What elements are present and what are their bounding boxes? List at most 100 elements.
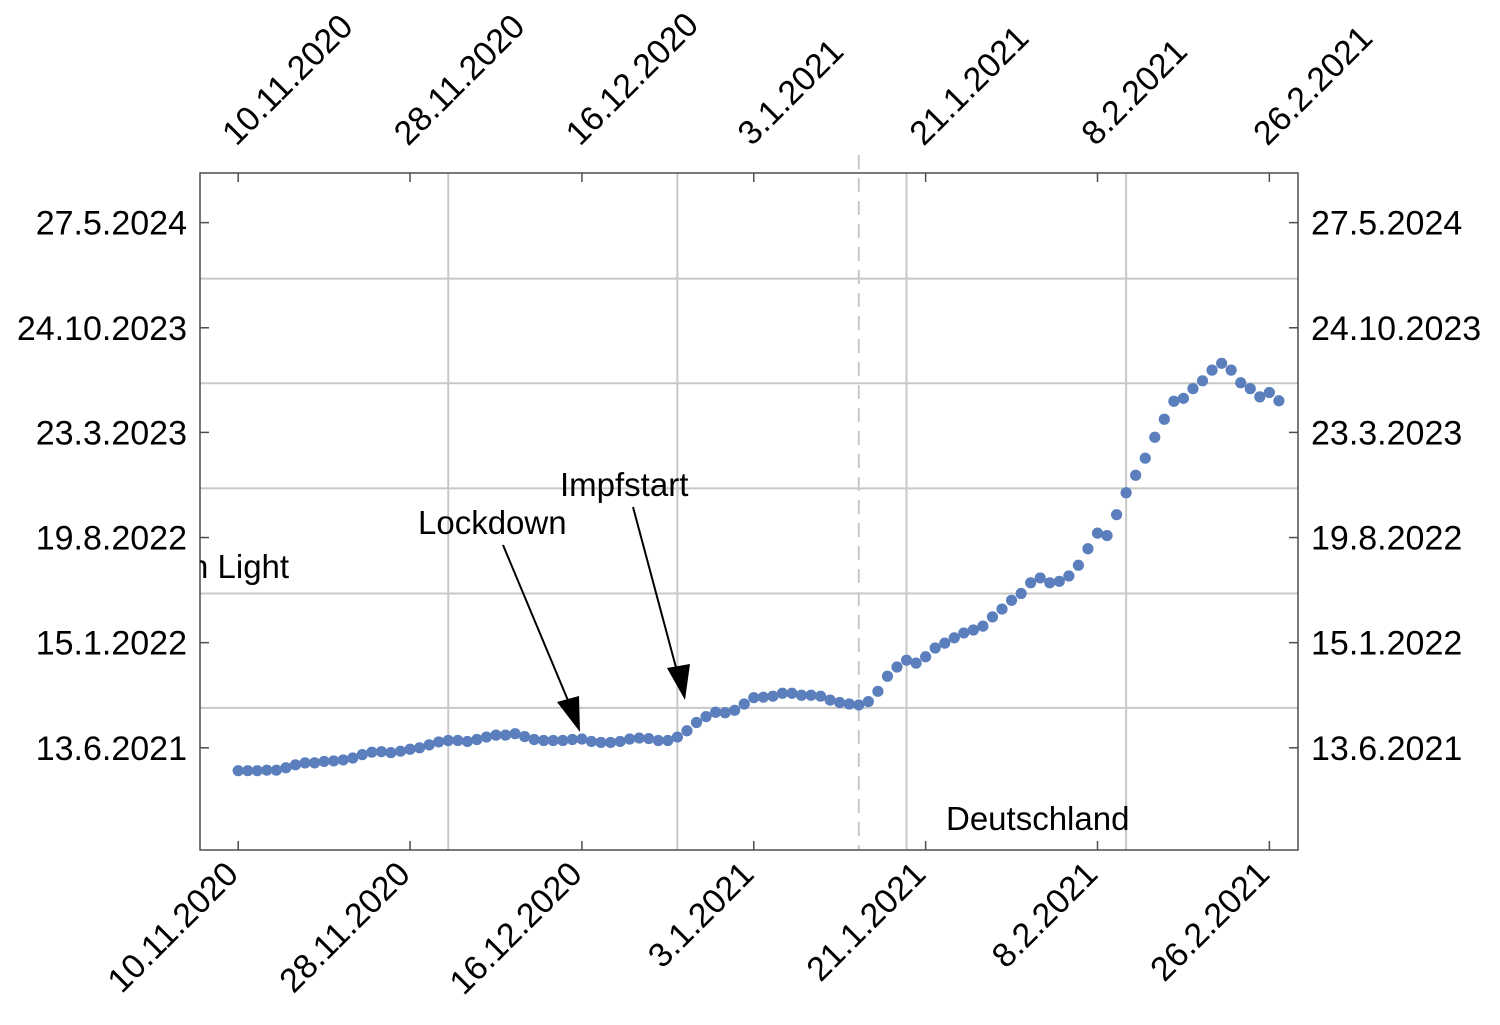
data-point: [538, 734, 550, 747]
x-tick-label-bottom: 10.11.2020: [100, 855, 245, 1000]
data-point: [767, 690, 779, 702]
data-point: [308, 757, 321, 769]
data-point: [929, 642, 941, 654]
y-tick-label-left: 15.1.2022: [36, 625, 187, 663]
y-tick-label-left: 24.10.2023: [17, 310, 187, 348]
data-point: [1235, 377, 1247, 389]
x-tick-label-bottom: 26.2.2021: [1143, 855, 1277, 989]
data-point: [1015, 587, 1027, 600]
data-point: [1225, 364, 1237, 376]
plot-frame: [199, 172, 1299, 851]
data-point: [1273, 395, 1285, 407]
data-point: [1130, 469, 1142, 481]
data-point: [270, 764, 282, 776]
data-point: [1187, 383, 1199, 395]
data-point: [499, 729, 512, 741]
y-tick-label-left: 27.5.2024: [36, 205, 187, 243]
data-point: [843, 698, 855, 710]
data-point: [280, 762, 292, 774]
data-point: [433, 736, 445, 748]
data-point: [757, 691, 769, 703]
x-tick-label-bottom: 28.11.2020: [272, 855, 417, 1000]
data-point: [881, 670, 894, 682]
data-point: [490, 729, 502, 741]
data-point: [452, 734, 464, 747]
data-point: [289, 759, 302, 771]
data-point: [643, 732, 655, 745]
data-point: [900, 654, 913, 666]
lockdown-arrow-shaft: [502, 544, 573, 711]
data-point: [719, 707, 731, 719]
data-point: [519, 730, 531, 743]
data-point: [471, 733, 483, 746]
data-point: [967, 624, 979, 636]
data-point: [996, 603, 1008, 615]
x-tick-label-top: 16.12.2020: [559, 5, 706, 152]
data-point: [394, 745, 407, 757]
x-tick-label-top: 26.2.2021: [1246, 19, 1380, 153]
data-point: [939, 637, 951, 649]
y-tick-label-left: 23.3.2023: [36, 414, 187, 452]
annotation-light: n Light: [190, 548, 289, 585]
gridlines: [200, 173, 1298, 850]
data-point: [337, 754, 349, 766]
data-point: [958, 627, 970, 639]
data-point: [328, 755, 340, 767]
data-point: [480, 731, 493, 743]
data-point: [1082, 543, 1094, 555]
data-point: [414, 742, 426, 754]
data-point: [1091, 527, 1104, 539]
data-point: [652, 734, 664, 747]
x-tick-label-bottom: 21.1.2021: [799, 855, 933, 989]
data-point: [891, 661, 903, 673]
data-point: [1244, 383, 1256, 395]
data-point: [1196, 375, 1209, 387]
data-point: [261, 764, 273, 776]
data-point: [948, 632, 960, 644]
data-point: [347, 752, 359, 764]
data-point: [423, 739, 435, 751]
data-point: [872, 685, 884, 697]
data-point: [700, 711, 712, 723]
data-point: [595, 736, 607, 749]
data-point: [690, 716, 703, 729]
data-point: [366, 746, 378, 758]
data-point: [805, 689, 817, 701]
y-tick-label-right: 24.10.2023: [1311, 310, 1481, 348]
data-point: [910, 657, 922, 669]
x-tick-label-top: 21.1.2021: [902, 19, 1036, 153]
data-point: [824, 694, 836, 706]
data-point: [318, 755, 330, 768]
data-point: [786, 687, 798, 699]
data-point: [604, 736, 617, 749]
x-tick-label-top: 10.11.2020: [215, 7, 360, 152]
data-point: [614, 735, 626, 748]
data-point: [242, 765, 254, 777]
data-point: [1177, 392, 1190, 404]
data-point: [1139, 452, 1151, 464]
data-point: [232, 765, 244, 777]
data-point: [1206, 364, 1218, 376]
annotation-impfstart: Impfstart: [560, 466, 688, 503]
data-point: [776, 687, 789, 699]
data-point: [986, 611, 999, 623]
data-point: [299, 757, 311, 769]
data-point: [528, 733, 540, 746]
data-point: [1034, 572, 1046, 584]
data-point: [1216, 357, 1228, 369]
impfstart-arrowhead: [667, 664, 690, 700]
data-point: [633, 732, 645, 744]
data-point: [1110, 509, 1123, 521]
data-point: [566, 733, 578, 746]
y-tick-label-right: 13.6.2021: [1311, 730, 1462, 768]
data-point: [1025, 577, 1037, 589]
annotation-deutschland: Deutschland: [946, 800, 1129, 837]
data-point: [815, 690, 827, 702]
y-tick-label-left: 19.8.2022: [36, 520, 187, 558]
annotation-lockdown: Lockdown: [418, 504, 567, 541]
data-point: [1149, 431, 1161, 443]
lockdown-arrowhead: [557, 696, 580, 732]
data-point: [977, 620, 989, 632]
data-point: [795, 689, 808, 701]
